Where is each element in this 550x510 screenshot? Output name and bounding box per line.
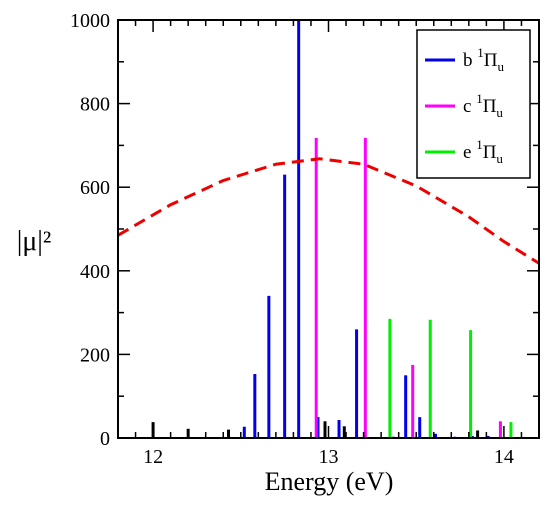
legend-label: e 1Πu — [463, 137, 503, 166]
y-tick-label: 800 — [80, 94, 110, 116]
axes: 12 13 14 0 200 400 600 800 1000 — [70, 10, 540, 468]
legend-label: c 1Πu — [463, 91, 503, 120]
x-tick-label: 14 — [494, 446, 514, 468]
y-axis-title: |μ|² — [17, 226, 52, 257]
x-tick-label: 13 — [319, 446, 339, 468]
y-tick-label: 400 — [80, 261, 110, 283]
y-tick-label: 0 — [100, 428, 110, 450]
dashed-envelope-line — [118, 157, 539, 265]
y-tick-label: 1000 — [70, 10, 110, 32]
y-tick-label: 600 — [80, 177, 110, 199]
legend: b 1Πu c 1Πu e 1Πu — [416, 29, 531, 179]
x-tick-label: 12 — [143, 446, 163, 468]
legend-label: b 1Πu — [463, 45, 504, 74]
x-axis-title: Energy (eV) — [265, 467, 394, 496]
y-tick-label: 200 — [80, 344, 110, 366]
